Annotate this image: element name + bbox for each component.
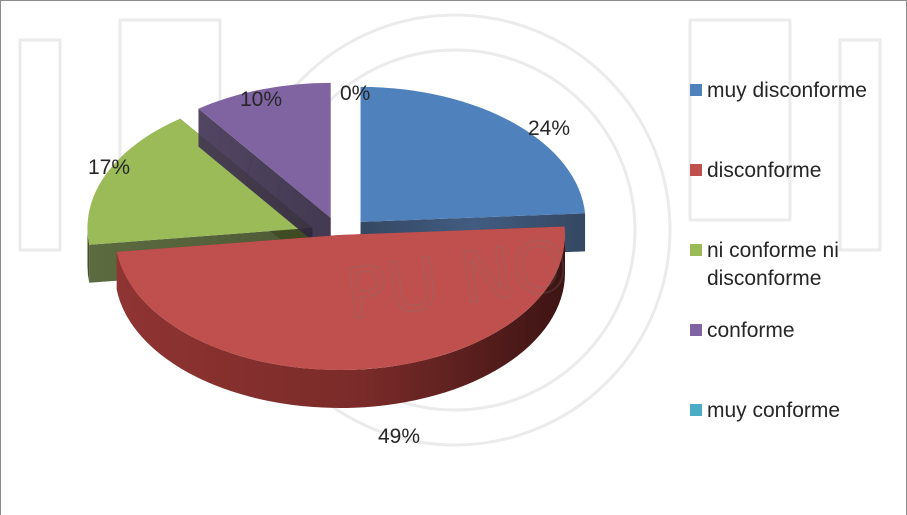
legend-label: muy conforme (707, 399, 840, 422)
legend-item-muy-conforme: muy conforme (690, 399, 840, 422)
slice-top-ni-conforme-ni-disconforme (87, 118, 313, 245)
legend-swatch (690, 324, 702, 336)
pie-slices (87, 82, 586, 409)
data-label-muy-disconforme: 24% (528, 117, 570, 140)
slice-disconforme (116, 226, 566, 409)
data-label-muy-conforme: 0% (340, 82, 370, 105)
legend-swatch (690, 164, 702, 176)
slice-top-conforme (198, 82, 331, 218)
slice-side-ni-conforme-ni-disconforme (87, 227, 90, 283)
slice-top-muy-disconforme (360, 86, 586, 222)
legend-label: disconforme (707, 267, 821, 290)
legend-label: disconforme (707, 159, 821, 182)
legend-item-conforme: conforme (690, 319, 795, 342)
slice-conforme (198, 82, 331, 256)
data-label-conforme: 10% (240, 88, 282, 111)
legend-item-disconforme: disconforme (690, 159, 821, 182)
slice-top-disconforme (116, 226, 566, 370)
slice-side-disconforme (116, 235, 566, 409)
legend-label: conforme (707, 319, 795, 342)
data-label-ni-conforme-ni-disconforme: 17% (88, 156, 130, 179)
legend-item-muy-disconforme: muy disconforme (690, 79, 867, 102)
legend-swatch (690, 84, 702, 96)
data-label-disconforme: 49% (378, 425, 420, 448)
legend-label: muy disconforme (707, 79, 867, 102)
legend-label: ni conforme ni (707, 239, 839, 262)
data-labels: 24% 49% 17% 10% 0% (88, 82, 570, 448)
legend-swatch (690, 244, 702, 256)
slice-cut-conforme-0 (198, 108, 331, 256)
legend-item-ni-conforme-ni-disconforme: ni conforme ni disconforme (690, 239, 839, 290)
legend-swatch (690, 404, 702, 416)
